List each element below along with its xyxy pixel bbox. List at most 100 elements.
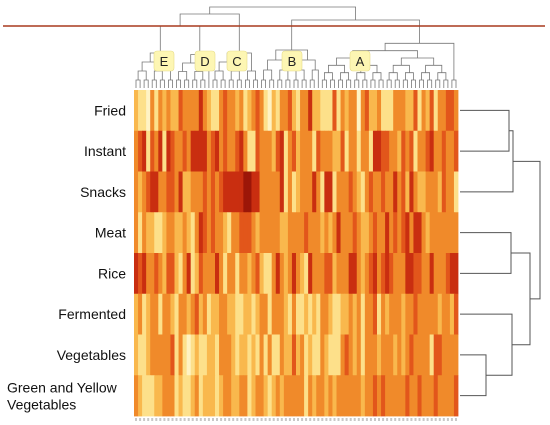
column-dendrogram-link <box>285 79 291 88</box>
column-tick <box>264 418 267 421</box>
heatmap-cell <box>154 334 159 376</box>
column-dendrogram <box>135 6 457 88</box>
heatmap-cell <box>316 130 321 172</box>
column-tick <box>365 418 368 421</box>
heatmap-cell <box>300 90 305 132</box>
heatmap-cell <box>429 253 435 295</box>
heatmap-cell <box>178 212 183 254</box>
column-tick <box>179 418 182 421</box>
heatmap-cell <box>154 375 159 417</box>
heatmap-cell <box>239 253 244 295</box>
column-dendrogram-link <box>253 79 258 88</box>
heatmap-cell <box>397 171 402 213</box>
heatmap-cell <box>348 334 354 376</box>
column-tick <box>398 418 401 421</box>
column-tick <box>260 418 263 421</box>
heatmap-cell <box>409 253 414 295</box>
heatmap-cell <box>364 375 370 417</box>
heatmap-cell <box>150 130 155 172</box>
heatmap-cell <box>312 253 317 295</box>
heatmap-cell <box>425 130 431 172</box>
heatmap-cell <box>186 253 192 295</box>
heatmap-cell <box>178 130 183 172</box>
heatmap-cell <box>198 375 204 417</box>
column-dendrogram-link <box>384 42 455 80</box>
heatmap-cell <box>377 293 382 335</box>
column-dendrogram-link <box>435 79 441 88</box>
heatmap-cell <box>210 130 216 172</box>
heatmap-cell <box>247 130 252 172</box>
column-tick <box>442 418 445 421</box>
heatmap-cell <box>433 130 439 172</box>
heatmap-cell <box>381 293 386 335</box>
heatmap-cell <box>324 212 329 254</box>
heatmap-cell <box>417 293 422 335</box>
heatmap-cell <box>336 212 341 254</box>
heatmap-cell <box>255 212 260 254</box>
heatmap-cell <box>453 375 459 417</box>
heatmap-cell <box>421 90 426 132</box>
column-tick <box>349 418 352 421</box>
heatmap-cell <box>425 212 431 254</box>
heatmap-cell <box>413 212 418 254</box>
heatmap-cell <box>296 130 301 172</box>
heatmap-cell <box>251 375 256 417</box>
heatmap-cell <box>259 171 264 213</box>
heatmap-cell <box>437 375 443 417</box>
column-dendrogram-link <box>405 72 414 80</box>
cluster-label: A <box>356 54 365 69</box>
heatmap-cell <box>389 253 394 295</box>
heatmap-cell <box>433 212 439 254</box>
heatmap-cell <box>146 293 151 335</box>
heatmap-cell <box>312 375 317 417</box>
column-tick <box>224 418 227 421</box>
heatmap-cell <box>206 375 212 417</box>
heatmap-cell <box>271 130 277 172</box>
heatmap-cell <box>146 212 151 254</box>
heatmap-cell <box>413 90 418 132</box>
heatmap-cell <box>437 253 443 295</box>
heatmap-cell <box>267 90 273 132</box>
heatmap-cell <box>267 212 273 254</box>
column-tick <box>159 418 162 421</box>
heatmap-cell <box>263 375 269 417</box>
heatmap-cell <box>437 334 443 376</box>
heatmap-cell <box>385 293 390 335</box>
column-tick <box>325 418 328 421</box>
heatmap-cell <box>324 375 329 417</box>
heatmap-cell <box>453 293 459 335</box>
column-tick <box>329 418 332 421</box>
heatmap-cell <box>348 212 354 254</box>
column-dendrogram-link <box>184 79 190 88</box>
column-tick <box>317 418 320 421</box>
column-dendrogram-link <box>421 72 430 80</box>
heatmap-cell <box>304 171 309 213</box>
heatmap-cell <box>360 212 366 254</box>
heatmap-cell <box>174 293 179 335</box>
heatmap-cell <box>417 334 422 376</box>
heatmap-cell <box>146 130 151 172</box>
column-tick <box>220 418 223 421</box>
heatmap-cell <box>279 253 285 295</box>
heatmap-cell <box>182 90 188 132</box>
heatmap-cell <box>279 375 285 417</box>
heatmap-cell <box>449 375 455 417</box>
row-dendrogram-link <box>511 252 531 346</box>
heatmap-cell <box>344 90 350 132</box>
heatmap-cell <box>283 90 289 132</box>
heatmap-cell <box>223 334 228 376</box>
column-tick <box>313 418 316 421</box>
heatmap-cell <box>393 253 398 295</box>
heatmap-cell <box>356 90 362 132</box>
heatmap-cell <box>142 253 147 295</box>
heatmap-cell <box>296 375 301 417</box>
heatmap-cell <box>182 334 188 376</box>
heatmap-cell <box>397 130 402 172</box>
heatmap-cell <box>198 212 204 254</box>
heatmap-cell <box>158 293 163 335</box>
heatmap-cell <box>409 130 414 172</box>
heatmap-cell <box>320 334 325 376</box>
row-label: Fried <box>94 102 126 118</box>
column-tick <box>240 418 243 421</box>
heatmap-cell <box>219 212 224 254</box>
